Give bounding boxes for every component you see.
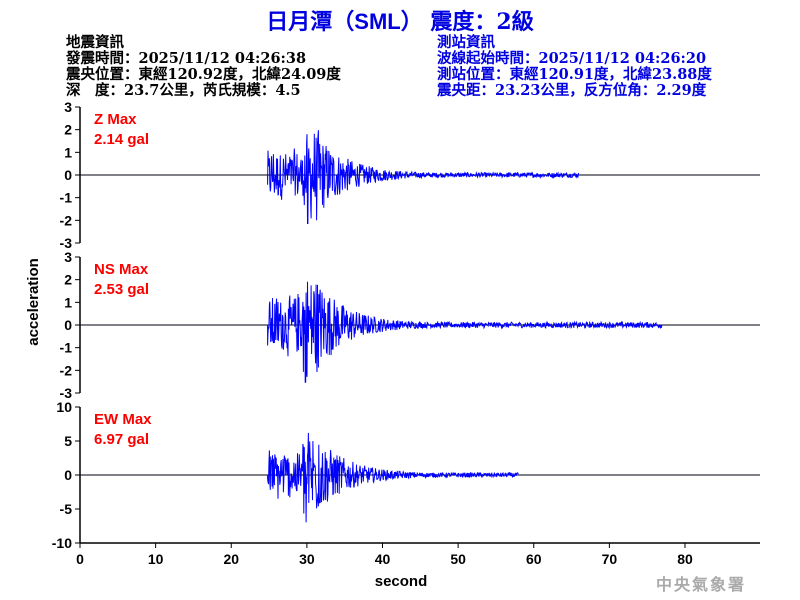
max-label-Z: Z Max <box>94 111 137 128</box>
station-heading: 測站資訊 <box>437 34 495 51</box>
y-tick-label: 0 <box>64 467 72 483</box>
epicenter: 震央位置：東經120.92度，北緯24.09度 <box>66 66 341 83</box>
x-tick-label: 80 <box>677 551 693 567</box>
x-tick-label: 10 <box>148 551 164 567</box>
y-tick-label: -1 <box>60 190 73 206</box>
max-value-NS: 2.53 gal <box>94 281 149 298</box>
x-tick-label: 30 <box>299 551 315 567</box>
epicentral-distance: 震央距：23.23公里，反方位角：2.29度 <box>437 82 707 99</box>
x-tick-label: 0 <box>76 551 84 567</box>
y-tick-label: -5 <box>60 501 73 517</box>
cwa-watermark: 中央氣象署 <box>656 575 747 594</box>
y-tick-label: -1 <box>60 340 73 356</box>
x-tick-label: 20 <box>223 551 239 567</box>
y-tick-label: -10 <box>52 535 72 551</box>
y-tick-label: 3 <box>64 99 72 115</box>
max-value-Z: 2.14 gal <box>94 131 149 148</box>
y-tick-label: 0 <box>64 317 72 333</box>
depth-magnitude: 深 度：23.7公里，芮氏規模：4.5 <box>66 82 301 99</box>
y-tick-label: 1 <box>64 294 72 310</box>
y-tick-label: 10 <box>56 399 72 415</box>
chart-title: 日月潭（SML） 震度：2級 <box>0 4 800 36</box>
station-name: 日月潭 <box>266 9 333 35</box>
y-tick-label: 2 <box>64 122 72 138</box>
waveform-start: 波線起始時間：2025/11/12 04:26:20 <box>437 50 707 67</box>
max-label-EW: EW Max <box>94 411 152 428</box>
max-value-EW: 6.97 gal <box>94 431 149 448</box>
y-tick-label: -2 <box>60 212 73 228</box>
intensity: 震度：2級 <box>430 9 534 35</box>
y-tick-label: 5 <box>64 433 72 449</box>
y-tick-label: 1 <box>64 144 72 160</box>
station-info: 測站資訊 波線起始時間：2025/11/12 04:26:20 測站位置：東經1… <box>437 35 712 99</box>
earthquake-info: 地震資訊 發震時間：2025/11/12 04:26:38 震央位置：東經120… <box>66 35 341 99</box>
station-code: （SML） <box>332 9 423 34</box>
y-tick-label: -3 <box>60 385 73 401</box>
x-axis-label: second <box>375 573 428 590</box>
waveform-EW <box>267 432 519 523</box>
y-tick-label: -3 <box>60 235 73 251</box>
origin-time: 發震時間：2025/11/12 04:26:38 <box>66 50 307 67</box>
waveform-Z <box>267 130 580 224</box>
x-tick-label: 70 <box>602 551 618 567</box>
max-label-NS: NS Max <box>94 261 149 278</box>
station-location: 測站位置：東經120.91度，北緯23.88度 <box>437 66 712 83</box>
waveform-NS <box>267 281 663 383</box>
eq-heading: 地震資訊 <box>66 34 124 51</box>
y-tick-label: 3 <box>64 249 72 265</box>
y-axis-label: acceleration <box>25 258 42 346</box>
y-tick-label: -2 <box>60 362 73 378</box>
x-tick-label: 50 <box>450 551 466 567</box>
y-tick-label: 0 <box>64 167 72 183</box>
x-tick-label: 60 <box>526 551 542 567</box>
y-tick-label: 2 <box>64 272 72 288</box>
x-tick-label: 40 <box>375 551 391 567</box>
